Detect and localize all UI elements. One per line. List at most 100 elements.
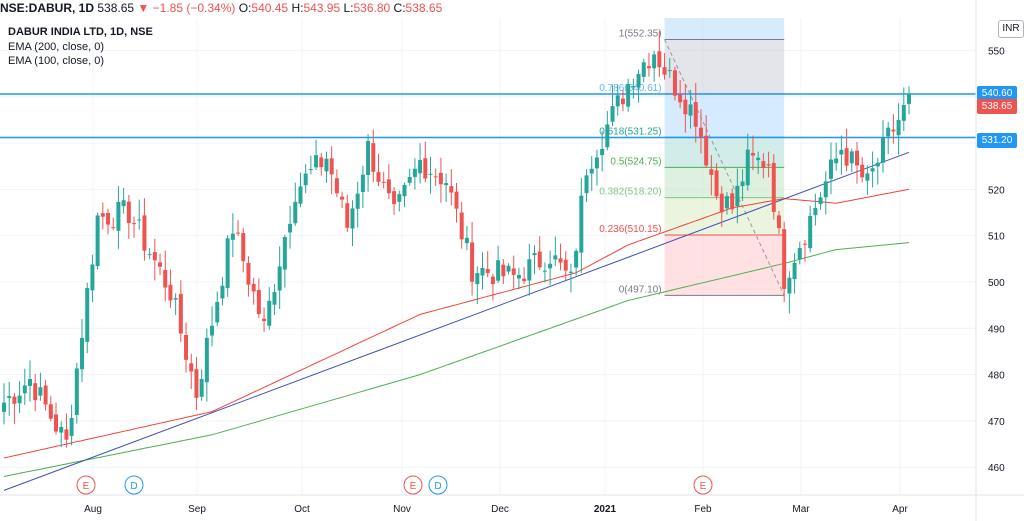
candle-body [225,238,230,289]
candle-body [610,106,615,122]
change-arrow-icon: ▼ [137,1,150,15]
candle-body [782,229,787,289]
candle-body [210,325,215,336]
ema100-line [3,188,910,459]
candle-body [204,337,209,383]
candle-body [355,193,360,209]
candle-body [178,293,183,334]
candle-body [293,201,298,224]
candle-body [324,158,329,172]
candle-body [64,429,69,440]
fib-zone [664,234,785,296]
low-label: L: [343,1,354,15]
candle-body [532,253,537,256]
candle-body [636,73,641,88]
candle-body [345,203,350,228]
candle-body [33,383,38,401]
candle-body [386,179,391,194]
candle-body [282,237,287,270]
candle-body [761,161,766,169]
candle-body [371,143,376,172]
candle-body [870,168,875,172]
candle-body [459,212,464,240]
candle-body [740,181,745,187]
candle-body [199,378,204,397]
event-marker-icon[interactable] [428,475,448,495]
candle-body [485,268,490,274]
ema100-legend[interactable]: EMA (100, close, 0) [8,55,104,67]
fib-level-label: 0.5(524.75) [610,156,661,167]
candle-body [683,99,688,115]
lower-line-price-tag: 531.20 [977,133,1017,148]
candle-body [272,292,277,305]
candle-body [126,201,131,224]
currency-badge: INR [998,20,1024,38]
event-marker-icon[interactable] [124,475,144,495]
candle-body [750,153,755,156]
candle-body [428,173,433,175]
candle-body [189,363,194,372]
candle-body [511,268,516,275]
event-marker-label: D [130,481,137,492]
candle-body [74,368,79,415]
candle-body [563,259,568,271]
candle-body [241,233,246,262]
candle-body [433,176,438,178]
candle-body [756,157,761,161]
time-tick-label: 2021 [594,504,617,515]
high-value: 543.95 [303,1,341,15]
candle-body [80,337,85,370]
candle-body [7,396,12,399]
candle-body [69,418,74,436]
candle-body [834,158,839,164]
candle-body [277,266,282,291]
price-tick-label: 460 [988,463,1005,474]
event-marker-icon[interactable] [693,475,713,495]
candle-body [350,208,355,229]
candle-body [59,426,64,433]
event-marker-icon[interactable] [403,475,423,495]
candle-body [454,191,459,209]
candle-body [423,158,428,179]
symbol-label[interactable]: NSE:DABUR, 1D [0,1,95,15]
candle-body [813,208,818,216]
candle-body [558,258,563,263]
candle-body [527,259,532,281]
candle-body [600,148,605,156]
time-tick-label: Sep [188,504,206,515]
candle-body [709,169,714,175]
candle-body [620,98,625,105]
candle-body [54,414,59,432]
candle-body [574,250,579,268]
price-tick-label: 550 [988,46,1005,57]
fib-zone [664,39,785,94]
fib-trend-dashed-line [664,39,785,296]
high-label: H: [291,1,304,15]
candle-body [719,193,724,213]
candle-body [308,169,313,171]
candle-body [766,164,771,166]
candle-body [688,104,693,116]
candle-body [142,215,147,251]
fib-level-label: 0.382(518.20) [599,187,661,198]
upper-line-price-tag: 540.60 [977,86,1017,101]
price-tick-label: 510 [988,232,1005,243]
candle-body [880,137,885,163]
candle-body [329,158,334,175]
candle-body [828,159,833,179]
candle-body [584,175,589,194]
candle-body [678,94,683,103]
candle-body [605,124,610,148]
candle-body [901,104,906,121]
ema200-legend[interactable]: EMA (200, close, 0) [8,41,104,53]
fib-zone [664,93,785,138]
candle-body [418,160,423,174]
event-marker-icon[interactable] [76,475,96,495]
open-label: O: [238,1,252,15]
event-marker-label: E [83,481,90,492]
candle-body [2,402,6,412]
candle-body [90,264,95,291]
candle-body [48,404,53,419]
fib-level-label: 0.236(510.15) [599,224,661,235]
